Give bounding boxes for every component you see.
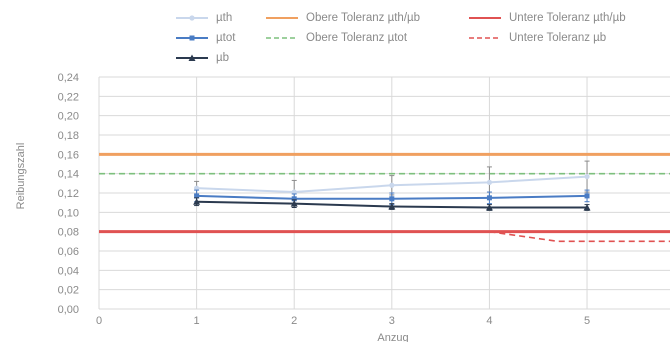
legend-symbol-upper-tol-tot xyxy=(266,32,298,44)
y-tick-label: 0,20 xyxy=(58,111,79,123)
data-point xyxy=(291,196,297,202)
x-axis-ticks: 0 1 2 3 4 5 xyxy=(96,315,590,327)
x-tick-label: 0 xyxy=(96,315,102,327)
y-axis-ticks: 0,00 0,02 0,04 0,06 0,08 0,10 0,12 0,14 0,16 0,18… xyxy=(58,72,79,316)
y-tick-label: 0,00 xyxy=(58,304,79,316)
data-point xyxy=(584,193,590,199)
data-series xyxy=(193,160,591,211)
legend-item-upper-tol-tot: Obere Toleranz µtot xyxy=(266,30,407,46)
data-point xyxy=(388,203,396,210)
x-tick-label: 1 xyxy=(194,315,200,327)
data-point xyxy=(584,173,590,180)
data-point xyxy=(486,195,492,201)
data-point xyxy=(486,179,493,185)
legend-symbol-mu-th xyxy=(176,12,208,24)
legend-symbol-lower-tol-b xyxy=(469,32,501,44)
legend-label-lower-tol-b: Untere Toleranz µb xyxy=(509,32,607,44)
legend-label-upper-tol-tot: Obere Toleranz µtot xyxy=(306,32,408,44)
legend-item-lower-tol-th-b: Untere Toleranz µth/µb xyxy=(469,10,626,26)
legend-label-upper-tol-th-b: Obere Toleranz µth/µb xyxy=(306,12,421,24)
reference-lines xyxy=(99,152,670,243)
y-tick-label: 0,18 xyxy=(58,130,79,142)
data-point xyxy=(583,204,591,211)
legend-label-mu-tot: µtot xyxy=(216,32,236,44)
data-point xyxy=(389,182,395,188)
grid xyxy=(98,76,670,310)
data-point xyxy=(194,193,200,199)
y-tick-label: 0,08 xyxy=(58,227,79,239)
legend-symbol-lower-tol-th-b xyxy=(469,12,501,24)
series-0 xyxy=(194,160,590,205)
y-tick-label: 0,16 xyxy=(58,149,79,161)
legend-item-mu-tot: µtot xyxy=(176,30,235,46)
y-tick-label: 0,06 xyxy=(58,246,79,258)
y-tick-label: 0,14 xyxy=(58,169,79,181)
y-tick-label: 0,10 xyxy=(58,207,79,219)
x-tick-label: 2 xyxy=(291,315,297,327)
legend-label-lower-tol-th-b: Untere Toleranz µth/µb xyxy=(509,12,626,24)
y-tick-label: 0,24 xyxy=(58,72,79,84)
y-tick-label: 0,22 xyxy=(58,91,79,103)
data-point xyxy=(485,204,493,211)
legend-symbol-upper-tol-th-b xyxy=(266,12,298,24)
legend-symbol-mu-tot xyxy=(176,32,208,44)
data-point xyxy=(194,185,200,191)
data-point xyxy=(193,198,201,205)
y-axis-label: Reibungszahl xyxy=(15,143,27,210)
legend-symbol-mu-b xyxy=(176,52,208,64)
reference-line-3 xyxy=(489,230,670,243)
x-tick-label: 5 xyxy=(584,315,590,327)
y-tick-label: 0,12 xyxy=(58,188,79,200)
x-axis-label: Anzug xyxy=(377,332,408,342)
data-point xyxy=(389,196,395,202)
y-tick-label: 0,04 xyxy=(58,265,79,277)
legend-item-mu-b: µb xyxy=(176,50,229,66)
x-tick-label: 3 xyxy=(389,315,395,327)
data-point xyxy=(290,200,298,207)
data-point xyxy=(291,189,297,195)
legend-label-mu-b: µb xyxy=(216,52,230,64)
legend-item-mu-th: µth xyxy=(176,10,232,26)
legend-item-lower-tol-b: Untere Toleranz µb xyxy=(469,30,606,46)
x-tick-label: 4 xyxy=(486,315,492,327)
legend-item-upper-tol-th-b: Obere Toleranz µth/µb xyxy=(266,10,420,26)
legend-label-mu-th: µth xyxy=(216,12,233,24)
legend: µth µtot µb Obere Toleranz µth/µb Obere … xyxy=(0,0,670,70)
series-2 xyxy=(193,197,591,211)
y-tick-label: 0,02 xyxy=(58,285,79,297)
